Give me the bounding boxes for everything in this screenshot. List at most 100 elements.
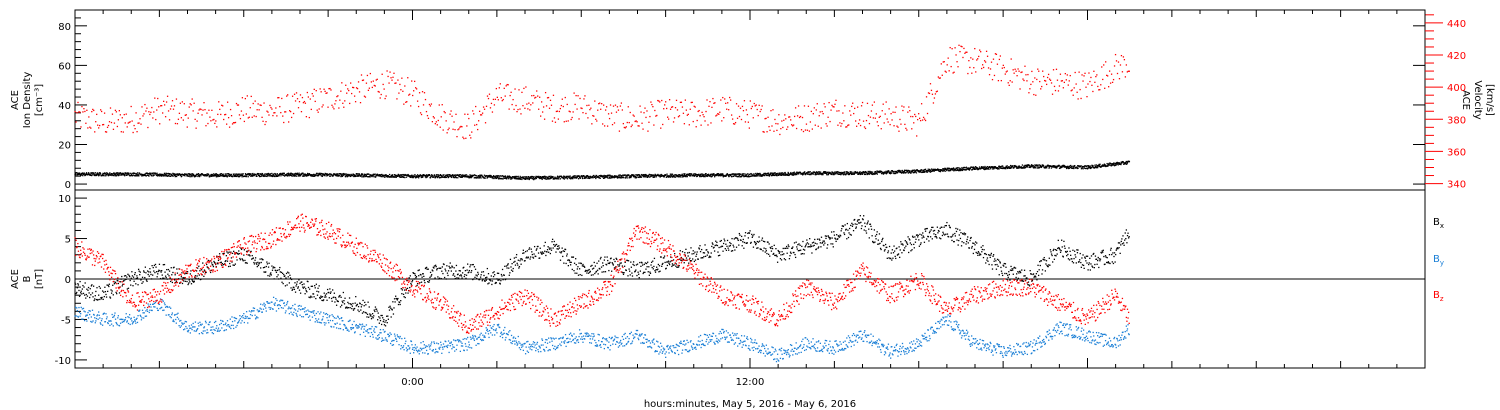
velocity-point (1118, 78, 1121, 80)
velocity-point (1080, 97, 1082, 100)
velocity-point (225, 123, 228, 125)
velocity-point (518, 89, 520, 91)
density-point (414, 173, 416, 176)
density-point (847, 173, 850, 176)
density-point (544, 175, 546, 177)
density-point (274, 174, 277, 176)
velocity-point (111, 113, 114, 115)
density-point (90, 174, 93, 177)
velocity-point (738, 115, 741, 118)
velocity-point (994, 53, 997, 55)
by-point (262, 304, 264, 306)
velocity-point (1088, 72, 1090, 74)
velocity-point (234, 121, 237, 124)
density-point (618, 176, 621, 179)
density-point (740, 175, 743, 178)
density-point (82, 173, 85, 175)
by-point (330, 326, 333, 328)
by-point (198, 325, 200, 327)
density-point (780, 172, 782, 174)
density-point (602, 175, 604, 177)
by-point (335, 327, 338, 329)
by-point (96, 314, 99, 316)
velocity-point (727, 102, 729, 104)
density-point (594, 175, 597, 178)
density-point (686, 173, 688, 175)
density-point (405, 176, 408, 178)
velocity-point (542, 106, 545, 108)
velocity-point (961, 46, 963, 48)
velocity-point (885, 101, 887, 103)
density-point (1117, 162, 1119, 164)
velocity-point (630, 125, 632, 128)
by-point (148, 311, 150, 314)
density-point (791, 174, 793, 176)
density-point (461, 175, 463, 177)
density-point (249, 173, 251, 176)
by-point (233, 316, 235, 319)
density-point (696, 173, 698, 176)
density-point (1001, 165, 1003, 167)
by-point (91, 309, 94, 311)
density-point (103, 173, 105, 175)
density-point (757, 174, 759, 176)
velocity-point (798, 116, 801, 119)
velocity-point (835, 99, 837, 101)
by-point (346, 327, 348, 330)
density-point (820, 173, 823, 175)
density-point (1123, 162, 1125, 164)
velocity-point (784, 114, 786, 116)
density-point (704, 174, 706, 176)
velocity-point (766, 131, 768, 133)
velocity-point (1005, 71, 1007, 73)
velocity-point (1073, 87, 1075, 89)
density-tick-label: 0 (65, 180, 71, 191)
velocity-point (421, 91, 424, 93)
density-point (421, 175, 423, 177)
density-point (599, 175, 601, 177)
density-point (397, 175, 399, 178)
density-point (192, 173, 195, 176)
velocity-point (285, 111, 287, 113)
density-point (219, 174, 222, 176)
density-point (366, 175, 368, 177)
density-point (814, 173, 816, 176)
density-point (474, 176, 476, 179)
density-point (672, 176, 674, 178)
density-point (115, 172, 117, 174)
density-point (1054, 166, 1056, 169)
density-point (457, 177, 459, 179)
density-point (328, 173, 331, 175)
density-point (1096, 167, 1098, 169)
velocity-point (945, 71, 947, 73)
velocity-point (911, 128, 913, 130)
density-point (980, 166, 983, 168)
density-point (904, 172, 906, 174)
density-point (341, 174, 343, 177)
velocity-point (712, 97, 714, 100)
by-point (325, 322, 327, 324)
density-point (499, 178, 501, 180)
velocity-point (643, 112, 645, 114)
density-point (130, 174, 132, 176)
by-point (245, 317, 247, 319)
density-point (671, 175, 673, 177)
velocity-point (464, 113, 466, 115)
density-point (991, 166, 993, 168)
velocity-point (211, 109, 213, 111)
density-point (222, 174, 225, 177)
density-point (950, 168, 953, 171)
density-point (1024, 166, 1027, 169)
density-point (113, 172, 115, 174)
velocity-point (436, 124, 438, 126)
density-point (300, 173, 303, 176)
velocity-point (935, 91, 938, 93)
density-point (1055, 165, 1057, 167)
density-point (307, 174, 310, 177)
velocity-point (647, 130, 649, 132)
density-point (628, 174, 630, 176)
density-point (974, 168, 976, 170)
density-point (473, 174, 475, 177)
density-point (453, 176, 455, 179)
density-point (515, 177, 517, 179)
